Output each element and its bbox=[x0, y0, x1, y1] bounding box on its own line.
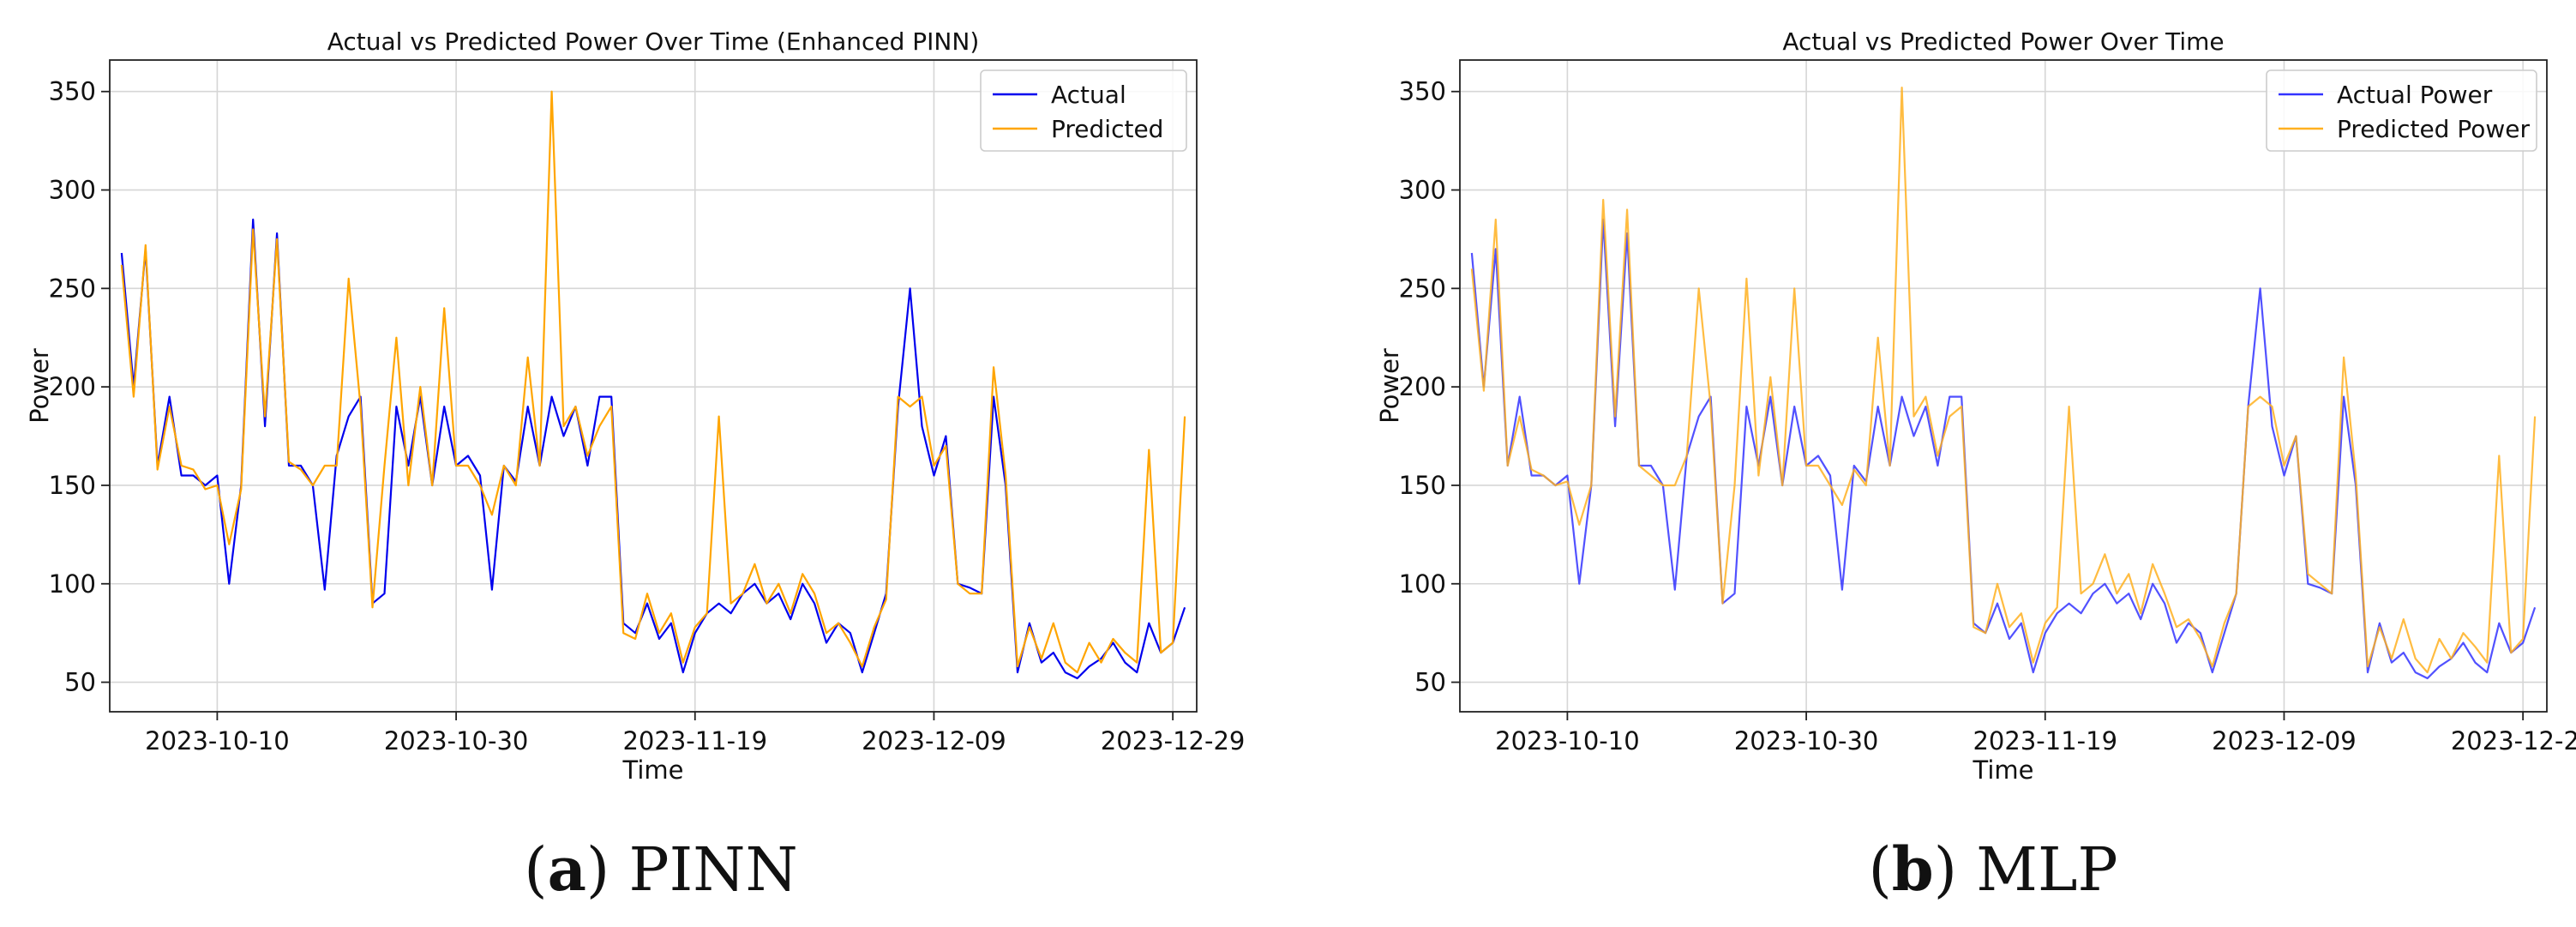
caption-a-letter: a bbox=[547, 834, 586, 905]
caption-b: (b) MLP bbox=[1868, 834, 2118, 905]
series-line-2 bbox=[120, 90, 1186, 674]
x-tick-label: 2023-12-09 bbox=[862, 726, 1006, 755]
x-tick-label: 2023-10-30 bbox=[1734, 726, 1879, 755]
y-tick-label: 250 bbox=[49, 274, 96, 303]
x-tick-label: 2023-10-10 bbox=[1495, 726, 1640, 755]
x-tick-label: 2023-11-19 bbox=[1973, 726, 2117, 755]
legend-label: Predicted bbox=[1051, 115, 1163, 143]
chart-title: Actual vs Predicted Power Over Time bbox=[1782, 27, 2224, 56]
y-axis-label: Power bbox=[1375, 348, 1404, 424]
legend-box bbox=[2266, 69, 2537, 152]
legend: Actual Power Predicted Power bbox=[2266, 69, 2537, 152]
chart-2: 50 100 150 200 250 300 350 2023-10-10 2023-10-30… bbox=[1375, 27, 2576, 785]
y-tick-label: 150 bbox=[1399, 471, 1446, 500]
x-tick-label: 2023-12-29 bbox=[2451, 726, 2576, 755]
x-tick-label: 2023-10-10 bbox=[145, 726, 290, 755]
y-axis-label: Power bbox=[25, 348, 54, 424]
y-tick-label: 350 bbox=[1399, 77, 1446, 106]
y-tick-label: 300 bbox=[49, 176, 96, 205]
y-tick-label: 200 bbox=[49, 372, 96, 401]
y-tick-label: 250 bbox=[1399, 274, 1446, 303]
series-line-2 bbox=[1470, 86, 2537, 674]
x-tick-label: 2023-12-29 bbox=[1101, 726, 1246, 755]
caption-b-letter: b bbox=[1891, 834, 1934, 905]
x-axis-label: Time bbox=[1973, 755, 2034, 785]
y-tick-label: 300 bbox=[1399, 176, 1446, 205]
legend-box bbox=[980, 69, 1187, 152]
legend-label: Actual bbox=[1051, 81, 1126, 109]
plot-frame bbox=[1459, 59, 2548, 713]
x-tick-label: 2023-11-19 bbox=[622, 726, 767, 755]
plot-frame bbox=[109, 59, 1198, 713]
y-tick-label: 100 bbox=[1399, 569, 1446, 599]
y-tick-label: 350 bbox=[49, 77, 96, 106]
y-tick-label: 150 bbox=[49, 471, 96, 500]
legend-label: Actual Power bbox=[2337, 81, 2493, 109]
chart-title: Actual vs Predicted Power Over Time (Enh… bbox=[327, 27, 980, 56]
x-tick-label: 2023-10-30 bbox=[384, 726, 529, 755]
y-tick-label: 200 bbox=[1399, 372, 1446, 401]
x-axis-label: Time bbox=[622, 755, 684, 785]
y-tick-label: 100 bbox=[49, 569, 96, 599]
y-tick-label: 50 bbox=[1414, 668, 1446, 697]
caption-a: (a) PINN bbox=[524, 834, 798, 905]
legend-label: Predicted Power bbox=[2337, 115, 2530, 143]
y-tick-label: 50 bbox=[64, 668, 96, 697]
caption-a-text: PINN bbox=[628, 834, 798, 905]
x-tick-label: 2023-12-09 bbox=[2212, 726, 2357, 755]
chart-1: 50 100 150 200 250 300 350 2023-10-10 2023-10-30… bbox=[25, 27, 1245, 785]
legend: Actual Predicted bbox=[980, 69, 1187, 152]
caption-b-text: MLP bbox=[1976, 834, 2118, 905]
